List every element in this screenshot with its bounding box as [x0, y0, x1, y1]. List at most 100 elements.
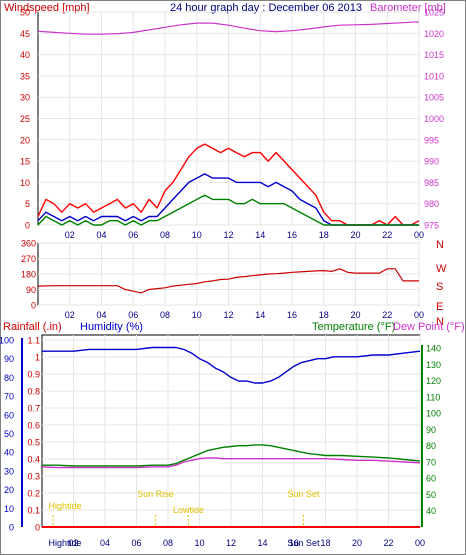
temperature-tick-label: 90	[426, 425, 436, 435]
x-tick-label: 20	[350, 310, 360, 320]
x-tick-label: 16	[287, 230, 297, 240]
humidity-tick-label: 0	[9, 523, 14, 533]
direction-tick-label: 270	[21, 254, 36, 264]
windspeed-tick-label: 25	[20, 114, 30, 124]
windspeed-tick-label: 40	[20, 50, 30, 60]
direction-gridlines	[38, 242, 420, 306]
temperature-tick-label: 40	[426, 506, 436, 516]
barometer-tick-label: 990	[424, 157, 439, 167]
x-tick-label: 04	[96, 230, 106, 240]
temperature-tick-label: 70	[426, 457, 436, 467]
windspeed-tick-label: 10	[20, 178, 30, 188]
direction-x-ticks: 02 04 06 08 10 12 14 16 18 20 22 00	[65, 310, 424, 320]
humidity-tick-label: 80	[4, 373, 14, 383]
humidity-tick-label: 20	[4, 485, 14, 495]
temperature-tick-label: 80	[426, 441, 436, 451]
series-line	[41, 457, 421, 469]
event-label: Sun Set	[287, 489, 320, 499]
x-tick-label: 06	[131, 538, 141, 548]
compass-label: N	[436, 239, 444, 251]
x-tick-label: 20	[352, 538, 362, 548]
series-line	[37, 21, 420, 35]
bottom-panel: Rainfall (.in) Humidity (%) Temperature …	[0, 321, 465, 548]
x-tick-label: 22	[383, 538, 393, 548]
bottom-x-ticks: 02 04 06 08 10 12 14 16 18 20 22 00	[68, 538, 425, 548]
x-tick-label: 02	[65, 230, 75, 240]
bottom-event-label: Hightide	[49, 538, 82, 548]
rainfall-tick-label: 0.5	[27, 438, 40, 448]
top-series	[37, 21, 420, 226]
x-tick-label: 18	[319, 310, 329, 320]
x-tick-label: 12	[223, 230, 233, 240]
compass-label: W	[436, 263, 447, 275]
bottom-event-label: Sun Set	[287, 538, 320, 548]
windspeed-tick-label: 15	[20, 157, 30, 167]
windspeed-axis-label: Windspeed [mph]	[4, 2, 90, 14]
direction-tick-label: 180	[21, 270, 36, 280]
barometer-tick-label: 1025	[424, 8, 444, 18]
direction-tick-label: 0	[31, 301, 36, 311]
event-label: Lowtide	[173, 505, 204, 515]
x-tick-label: 00	[414, 230, 424, 240]
barometer-tick-label: 995	[424, 135, 439, 145]
x-tick-label: 22	[382, 230, 392, 240]
rainfall-axis-label: Rainfall (.in)	[3, 321, 62, 333]
compass-label: E	[436, 301, 443, 313]
compass-label: N	[436, 316, 444, 328]
x-tick-label: 06	[128, 310, 138, 320]
x-tick-label: 14	[257, 538, 267, 548]
windspeed-tick-label: 30	[20, 93, 30, 103]
top-x-ticks: 02 04 06 08 10 12 14 16 18 20 22 00	[65, 230, 424, 240]
barometer-tick-label: 1000	[424, 114, 444, 124]
temperature-tick-label: 100	[426, 409, 441, 419]
x-tick-label: 08	[163, 538, 173, 548]
top-panel: Windspeed [mph] 24 hour graph day : Dece…	[4, 2, 446, 240]
temperature-tick-label: 50	[426, 490, 436, 500]
rainfall-tick-label: 0.4	[27, 455, 40, 465]
x-tick-label: 06	[128, 230, 138, 240]
x-tick-label: 14	[255, 310, 265, 320]
direction-tick-label: 360	[21, 239, 36, 249]
barometer-tick-label: 1020	[424, 29, 444, 39]
temperature-axis-label: Temperature (°F)	[312, 321, 395, 333]
temperature-tick-label: 60	[426, 474, 436, 484]
top-gridlines	[38, 11, 420, 226]
humidity-axis-label: Humidity (%)	[80, 321, 143, 333]
bottom-gridlines	[42, 335, 421, 528]
humidity-tick-label: 50	[4, 429, 14, 439]
rainfall-tick-label: 1	[35, 353, 40, 363]
chart-title: 24 hour graph day : December 06 2013	[170, 2, 362, 14]
x-tick-label: 00	[415, 538, 425, 548]
x-tick-label: 08	[160, 230, 170, 240]
series-line	[42, 444, 421, 467]
x-tick-label: 18	[319, 230, 329, 240]
barometer-tick-label: 1010	[424, 71, 444, 81]
humidity-tick-label: 100	[0, 336, 14, 346]
rainfall-tick-label: 0.3	[27, 472, 40, 482]
dewpoint-axis-label: Dew Point (°F)	[393, 321, 465, 333]
x-tick-label: 16	[287, 310, 297, 320]
direction-degree-ticks: 0 90 180 270 360	[21, 239, 36, 311]
barometer-tick-label: 1005	[424, 93, 444, 103]
temperature-tick-label: 130	[426, 360, 441, 370]
x-tick-label: 08	[160, 310, 170, 320]
windspeed-tick-label: 50	[20, 8, 30, 18]
wind-direction-line	[37, 268, 419, 294]
event-label: Hightide	[49, 501, 82, 511]
x-tick-label: 10	[192, 310, 202, 320]
humidity-tick-label: 40	[4, 448, 14, 458]
x-tick-label: 00	[414, 310, 424, 320]
rainfall-tick-label: 0.2	[27, 489, 40, 499]
x-tick-label: 02	[68, 538, 78, 548]
humidity-tick-label: 10	[4, 504, 14, 514]
humidity-tick-label: 30	[4, 466, 14, 476]
x-tick-label: 12	[226, 538, 236, 548]
temperature-ticks: 40 50 60 70 80 90 100 110 120 130 140	[426, 344, 441, 517]
x-tick-label: 10	[192, 230, 202, 240]
humidity-ticks: 0 10 20 30 40 50 60 70 80 90 100	[0, 336, 14, 533]
event-label: Sun Rise	[137, 489, 174, 499]
barometer-tick-label: 1015	[424, 50, 444, 60]
x-tick-label: 20	[350, 230, 360, 240]
windspeed-tick-label: 5	[25, 199, 30, 209]
